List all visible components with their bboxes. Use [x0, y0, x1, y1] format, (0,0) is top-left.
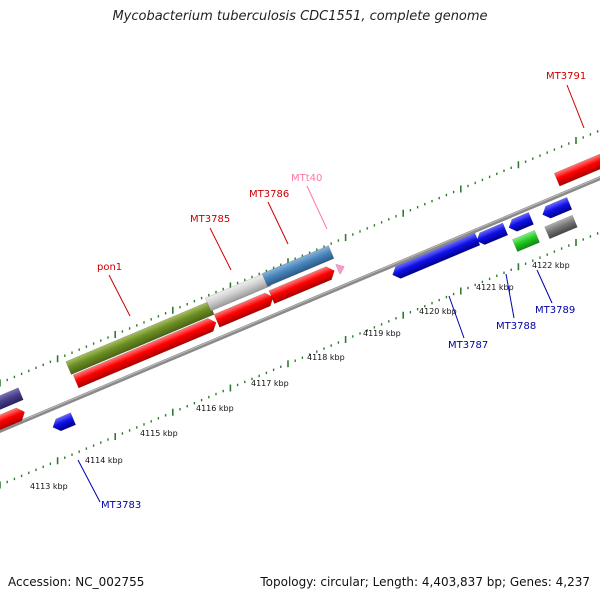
accession-text: Accession: NC_002755 — [8, 575, 145, 589]
kbp-label-4119: 4119 kbp — [363, 329, 401, 338]
gene-pon1-red[interactable] — [72, 316, 219, 389]
connector-mt3787 — [448, 295, 465, 339]
gene-mt3787b-blue[interactable] — [474, 222, 509, 247]
gene-label-mt3791[interactable]: MT3791 — [546, 71, 586, 82]
gene-mt3789-blue[interactable] — [540, 197, 573, 220]
kbp-label-4121: 4121 kbp — [476, 283, 514, 292]
genome-backbone-highlight — [0, 176, 600, 431]
gene-mt3785-red[interactable] — [213, 291, 276, 328]
gene-label-pon1[interactable]: pon1 — [97, 262, 122, 273]
gene-mt3786-steel[interactable] — [261, 245, 335, 287]
gene-partial-navy[interactable] — [0, 387, 24, 413]
kbp-label-4113: 4113 kbp — [30, 482, 68, 491]
kbp-label-4116: 4116 kbp — [196, 404, 234, 413]
kbp-label-4115: 4115 kbp — [140, 429, 178, 438]
label-connectors — [77, 84, 585, 503]
gene-label-mt3787[interactable]: MT3787 — [448, 340, 488, 351]
gene-mt3788-green[interactable] — [512, 230, 540, 252]
connector-pon1 — [108, 274, 131, 317]
gene-label-mt3785[interactable]: MT3785 — [190, 214, 230, 225]
genome-backbone — [0, 176, 600, 433]
connector-mt3791 — [566, 84, 585, 129]
map-title: Mycobacterium tuberculosis CDC1551, comp… — [112, 9, 488, 24]
kbp-label-4118: 4118 kbp — [307, 353, 345, 362]
gene-mt3787-blue[interactable] — [390, 232, 481, 281]
gene-mt3785-silver[interactable] — [205, 272, 271, 312]
gene-features — [0, 153, 600, 434]
gene-label-mtt40[interactable]: MTt40 — [291, 173, 322, 184]
connector-mt3785 — [209, 227, 232, 271]
genome-stats-text: Topology: circular; Length: 4,403,837 bp… — [260, 575, 590, 589]
gene-mtt40-rna[interactable] — [335, 262, 346, 275]
gene-mt3791-red[interactable] — [553, 153, 600, 187]
gene-mt3789-gray[interactable] — [544, 214, 578, 240]
tick-marks — [0, 130, 599, 489]
gene-labels: pon1 MT3785 MT3786 MTt40 MT3791 MT3783 M… — [97, 71, 586, 511]
gene-mt3788-blue[interactable] — [506, 212, 534, 233]
gene-mt3786-red[interactable] — [268, 264, 337, 304]
connector-mtt40 — [306, 185, 328, 230]
gene-label-mt3789[interactable]: MT3789 — [535, 305, 575, 316]
connector-mt3786 — [267, 201, 289, 245]
kbp-label-4122: 4122 kbp — [532, 261, 570, 270]
connector-mt3783 — [77, 459, 101, 503]
kbp-label-4117: 4117 kbp — [251, 379, 289, 388]
gene-label-mt3786[interactable]: MT3786 — [249, 189, 289, 200]
connector-mt3789 — [536, 269, 553, 304]
gene-pon1-olive[interactable] — [65, 301, 215, 375]
gene-label-mt3788[interactable]: MT3788 — [496, 321, 536, 332]
kbp-label-4114: 4114 kbp — [85, 456, 123, 465]
gene-partial-red[interactable] — [0, 406, 27, 433]
gene-label-mt3783[interactable]: MT3783 — [101, 500, 141, 511]
kbp-labels: 4113 kbp 4114 kbp 4115 kbp 4116 kbp 4117… — [30, 261, 570, 491]
kbp-label-4120: 4120 kbp — [419, 307, 457, 316]
gene-mt3783-blue[interactable] — [50, 412, 76, 434]
connector-mt3788 — [505, 273, 515, 319]
